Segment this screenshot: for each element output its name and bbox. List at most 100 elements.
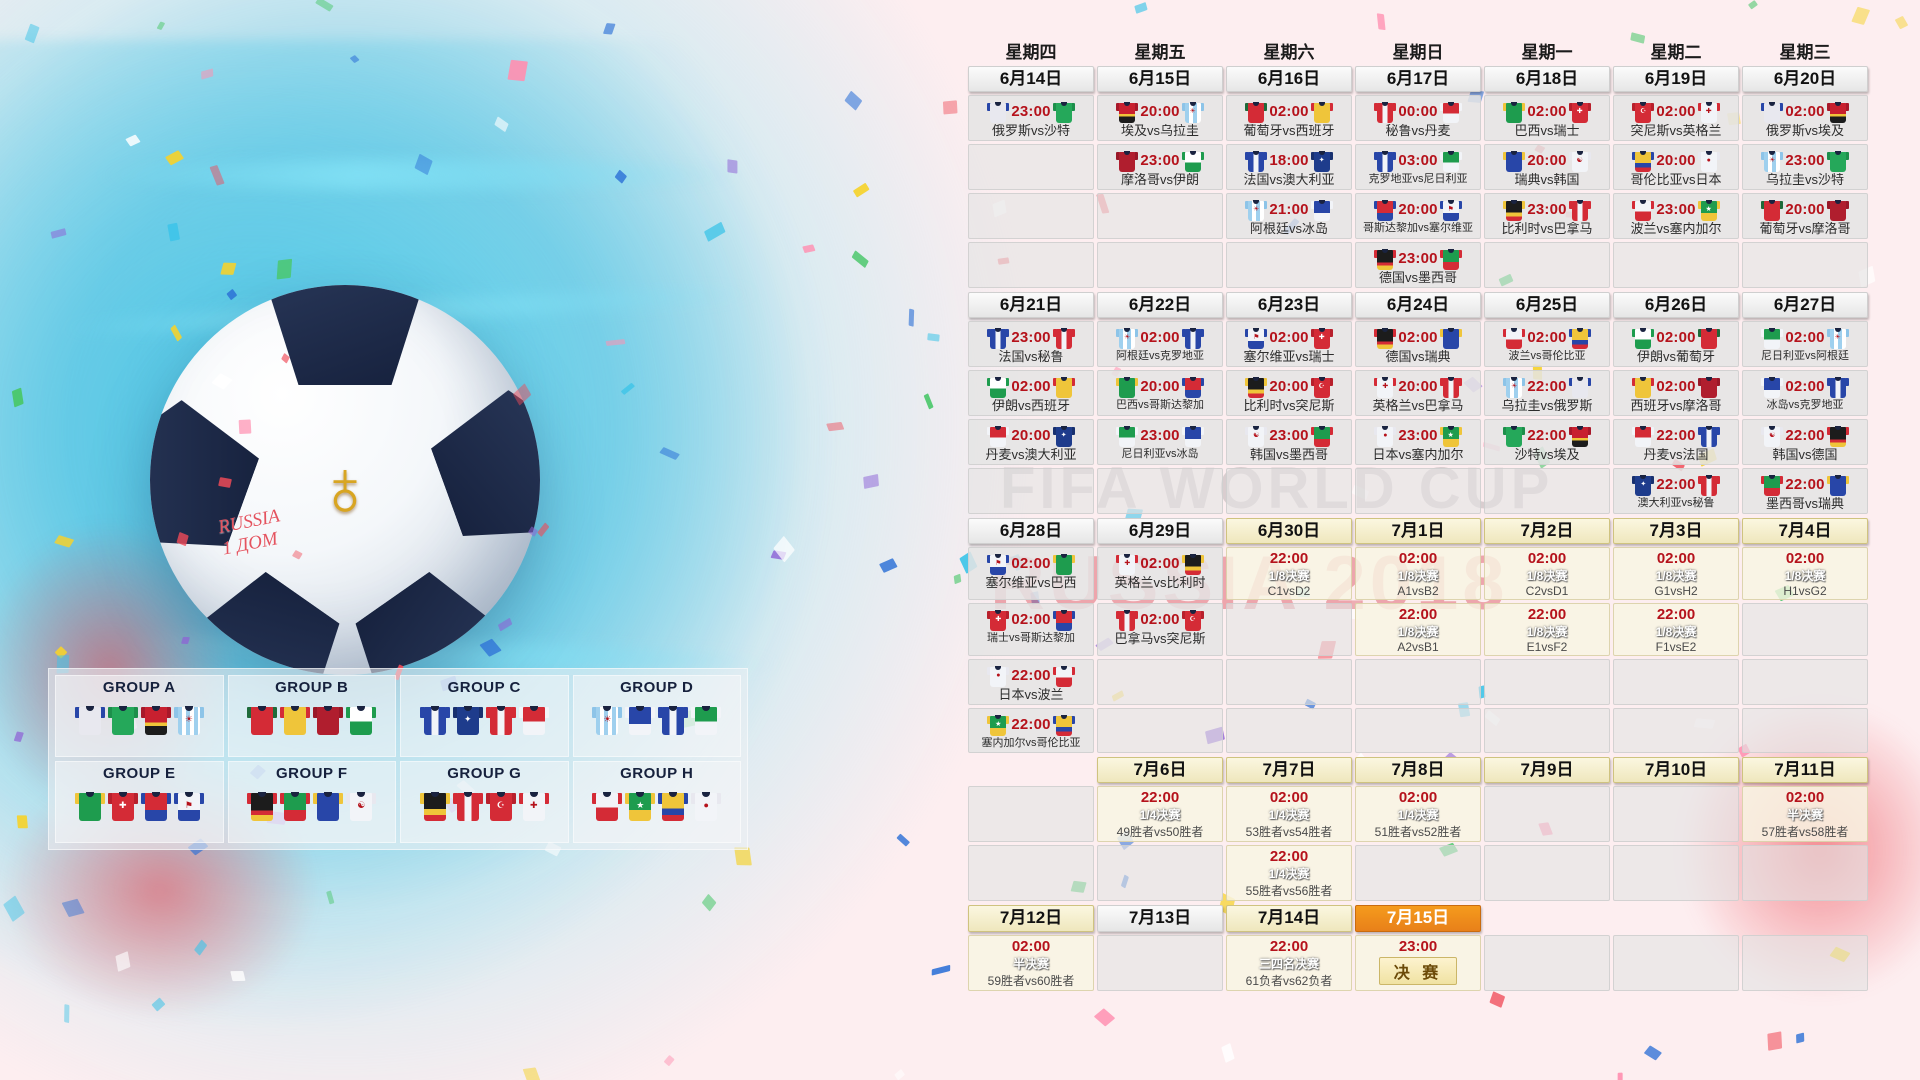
match-cell[interactable]: 00:00 秘鲁vs丹麦 [1355, 95, 1481, 142]
match-cell[interactable]: 23:00 德国vs墨西哥 [1355, 242, 1481, 288]
date-cell[interactable]: 7月3日 [1613, 518, 1739, 545]
date-cell[interactable]: 7月6日 [1097, 757, 1223, 784]
match-cell[interactable]: 23:00 比利时vs巴拿马 [1484, 193, 1610, 240]
match-cell[interactable]: 20:00 ☀ 埃及vs乌拉圭 [1097, 95, 1223, 142]
match-cell[interactable]: ⚑ 02:00 塞尔维亚vs巴西 [968, 547, 1094, 601]
date-cell[interactable]: 7月8日 [1355, 757, 1481, 784]
match-cell[interactable]: 23:00 决 赛 [1355, 934, 1481, 991]
date-cell[interactable]: 6月14日 [968, 66, 1094, 93]
match-cell[interactable]: 23:00 法国vs秘鲁 [968, 321, 1094, 368]
date-cell[interactable]: 7月2日 [1484, 518, 1610, 545]
group-b[interactable]: GROUP B [227, 675, 396, 757]
match-cell[interactable]: 23:00 摩洛哥vs伊朗 [1097, 144, 1223, 191]
match-cell[interactable]: 02:00 伊朗vs葡萄牙 [1613, 321, 1739, 368]
date-cell[interactable]: 7月10日 [1613, 757, 1739, 784]
match-cell[interactable]: 22:00 1/8决赛 E1vsF2 [1484, 603, 1610, 657]
match-cell[interactable]: 22:00 墨西哥vs瑞典 [1742, 468, 1868, 514]
date-cell[interactable]: 6月30日 [1226, 518, 1352, 545]
match-cell[interactable]: 20:00 ⚑ 哥斯达黎加vs塞尔维亚 [1355, 193, 1481, 240]
match-cell[interactable]: 02:00 德国vs瑞典 [1355, 321, 1481, 368]
date-cell[interactable]: 6月27日 [1742, 292, 1868, 319]
match-cell[interactable]: 02:00 冰岛vs克罗地亚 [1742, 370, 1868, 417]
date-cell[interactable]: 6月21日 [968, 292, 1094, 319]
match-cell[interactable]: ☪ 02:00 ✚ 突尼斯vs英格兰 [1613, 95, 1739, 142]
date-cell[interactable]: 6月15日 [1097, 66, 1223, 93]
match-cell[interactable]: 22:00 1/8决赛 F1vsE2 [1613, 603, 1739, 657]
group-h[interactable]: GROUP H ★ ● [572, 761, 741, 843]
date-cell[interactable]: 6月16日 [1226, 66, 1352, 93]
date-cell[interactable]: 7月1日 [1355, 518, 1481, 545]
match-cell[interactable]: 22:00 1/4决赛 55胜者vs56胜者 [1226, 845, 1352, 902]
date-cell[interactable]: 6月19日 [1613, 66, 1739, 93]
match-cell[interactable]: 20:00 ☯ 瑞典vs韩国 [1484, 144, 1610, 191]
group-f[interactable]: GROUP F ☯ [227, 761, 396, 843]
match-cell[interactable]: ☀ 21:00 阿根廷vs冰岛 [1226, 193, 1352, 240]
match-cell[interactable]: 23:00 俄罗斯vs沙特 [968, 95, 1094, 142]
match-cell[interactable]: ⚑ 02:00 ✚ 塞尔维亚vs瑞士 [1226, 321, 1352, 368]
match-cell[interactable]: 02:00 1/8决赛 H1vsG2 [1742, 547, 1868, 601]
match-cell[interactable]: 02:00 1/8决赛 A1vsB2 [1355, 547, 1481, 601]
date-cell[interactable]: 7月11日 [1742, 757, 1868, 784]
group-g[interactable]: GROUP G ☪ ✚ [400, 761, 569, 843]
match-cell[interactable]: 02:00 波兰vs哥伦比亚 [1484, 321, 1610, 368]
match-cell[interactable]: ● 22:00 日本vs波兰 [968, 659, 1094, 706]
match-cell[interactable]: 02:00 1/8决赛 C2vsD1 [1484, 547, 1610, 601]
final-match-badge[interactable]: 决 赛 [1379, 956, 1457, 985]
match-cell[interactable]: 02:00 ☪ 巴拿马vs突尼斯 [1097, 603, 1223, 657]
date-cell[interactable]: 6月18日 [1484, 66, 1610, 93]
match-cell[interactable]: 03:00 克罗地亚vs尼日利亚 [1355, 144, 1481, 191]
match-cell[interactable]: ● 23:00 ★ 日本vs塞内加尔 [1355, 419, 1481, 466]
date-cell[interactable]: 6月25日 [1484, 292, 1610, 319]
date-cell[interactable]: 6月26日 [1613, 292, 1739, 319]
match-cell[interactable]: 18:00 ✦ 法国vs澳大利亚 [1226, 144, 1352, 191]
match-cell[interactable]: 22:00 1/4决赛 49胜者vs50胜者 [1097, 786, 1223, 843]
date-cell[interactable]: 6月28日 [968, 518, 1094, 545]
match-cell[interactable]: ★ 22:00 塞内加尔vs哥伦比亚 [968, 708, 1094, 754]
date-cell[interactable]: 7月12日 [968, 905, 1094, 932]
match-cell[interactable]: 02:00 葡萄牙vs西班牙 [1226, 95, 1352, 142]
match-cell[interactable]: ☯ 22:00 韩国vs德国 [1742, 419, 1868, 466]
group-a[interactable]: GROUP A ☀ [55, 675, 224, 757]
match-cell[interactable]: ☯ 23:00 韩国vs墨西哥 [1226, 419, 1352, 466]
match-cell[interactable]: 20:00 ✦ 丹麦vs澳大利亚 [968, 419, 1094, 466]
match-cell[interactable]: 02:00 ☀ 尼日利亚vs阿根廷 [1742, 321, 1868, 368]
date-cell[interactable]: 6月17日 [1355, 66, 1481, 93]
date-cell[interactable]: 7月4日 [1742, 518, 1868, 545]
match-cell[interactable]: 02:00 俄罗斯vs埃及 [1742, 95, 1868, 142]
match-cell[interactable]: 22:00 1/8决赛 A2vsB1 [1355, 603, 1481, 657]
match-cell[interactable]: 23:00 尼日利亚vs冰岛 [1097, 419, 1223, 466]
match-cell[interactable]: 02:00 ✚ 巴西vs瑞士 [1484, 95, 1610, 142]
match-cell[interactable]: 22:00 三四名决赛 61负者vs62负者 [1226, 934, 1352, 991]
match-cell[interactable]: ☀ 02:00 阿根廷vs克罗地亚 [1097, 321, 1223, 368]
match-cell[interactable]: 02:00 伊朗vs西班牙 [968, 370, 1094, 417]
date-cell[interactable]: 6月22日 [1097, 292, 1223, 319]
date-cell[interactable]: 7月13日 [1097, 905, 1223, 932]
date-cell[interactable]: 6月23日 [1226, 292, 1352, 319]
match-cell[interactable]: 02:00 半决赛 57胜者vs58胜者 [1742, 786, 1868, 843]
match-cell[interactable]: 22:00 沙特vs埃及 [1484, 419, 1610, 466]
match-cell[interactable]: 02:00 1/8决赛 G1vsH2 [1613, 547, 1739, 601]
date-cell[interactable]: 6月24日 [1355, 292, 1481, 319]
match-cell[interactable]: 22:00 丹麦vs法国 [1613, 419, 1739, 466]
match-cell[interactable]: ✦ 22:00 澳大利亚vs秘鲁 [1613, 468, 1739, 514]
match-cell[interactable]: ✚ 02:00 瑞士vs哥斯达黎加 [968, 603, 1094, 657]
match-cell[interactable]: 20:00 ● 哥伦比亚vs日本 [1613, 144, 1739, 191]
match-cell[interactable]: 20:00 葡萄牙vs摩洛哥 [1742, 193, 1868, 240]
date-cell[interactable]: 7月14日 [1226, 905, 1352, 932]
match-cell[interactable]: ✚ 02:00 英格兰vs比利时 [1097, 547, 1223, 601]
date-cell[interactable]: 6月20日 [1742, 66, 1868, 93]
date-cell[interactable]: 7月15日 [1355, 905, 1481, 932]
group-e[interactable]: GROUP E ✚ ⚑ [55, 761, 224, 843]
group-d[interactable]: GROUP D ☀ [572, 675, 741, 757]
match-cell[interactable]: 02:00 半决赛 59胜者vs60胜者 [968, 934, 1094, 991]
match-cell[interactable]: 22:00 1/8决赛 C1vsD2 [1226, 547, 1352, 601]
match-cell[interactable]: ☀ 22:00 乌拉圭vs俄罗斯 [1484, 370, 1610, 417]
match-cell[interactable]: ✚ 20:00 英格兰vs巴拿马 [1355, 370, 1481, 417]
match-cell[interactable]: 20:00 ☪ 比利时vs突尼斯 [1226, 370, 1352, 417]
group-c[interactable]: GROUP C ✦ [400, 675, 569, 757]
match-cell[interactable]: 20:00 巴西vs哥斯达黎加 [1097, 370, 1223, 417]
match-cell[interactable]: 02:00 1/4决赛 51胜者vs52胜者 [1355, 786, 1481, 843]
match-cell[interactable]: 02:00 西班牙vs摩洛哥 [1613, 370, 1739, 417]
date-cell[interactable]: 7月7日 [1226, 757, 1352, 784]
match-cell[interactable]: ☀ 23:00 乌拉圭vs沙特 [1742, 144, 1868, 191]
